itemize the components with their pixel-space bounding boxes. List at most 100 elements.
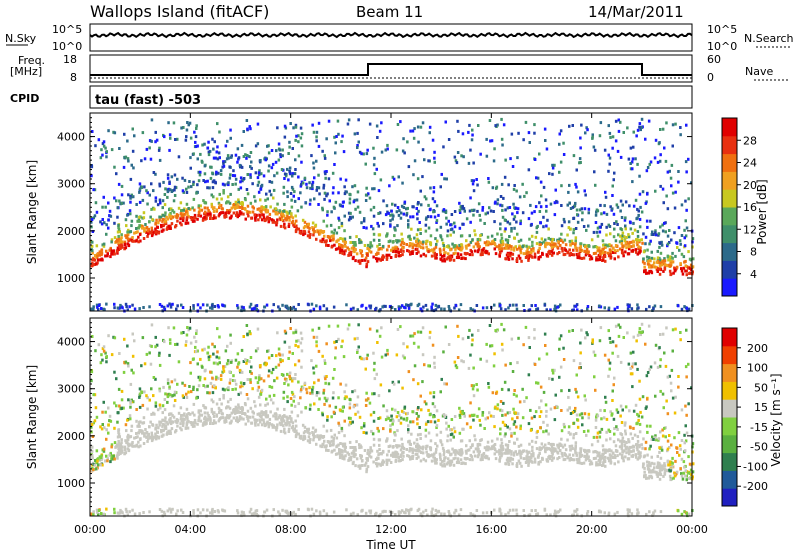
velocity-cell	[290, 426, 294, 430]
velocity-cell	[595, 461, 598, 465]
velocity-cell	[294, 328, 298, 332]
velocity-cell	[416, 417, 419, 421]
power-cell	[268, 189, 271, 193]
power-cell	[225, 211, 229, 214]
power-cell	[309, 186, 312, 190]
power-cell	[294, 138, 297, 142]
power-cell	[323, 234, 326, 238]
power-cell	[327, 177, 331, 181]
power-cell	[378, 238, 381, 242]
power-cell	[369, 241, 372, 245]
velocity-cell	[443, 512, 446, 516]
velocity-cell	[668, 460, 672, 464]
velocity-cell	[400, 509, 404, 513]
velocity-cell	[229, 333, 232, 337]
power-cell	[410, 302, 413, 306]
power-cell	[660, 240, 663, 244]
power-cell	[451, 242, 454, 246]
velocity-cell	[161, 418, 165, 422]
velocity-cell	[378, 334, 382, 338]
velocity-cell	[580, 462, 584, 465]
velocity-cell	[203, 377, 207, 381]
power-cell	[180, 303, 183, 307]
power-cell	[275, 223, 278, 227]
power-cell	[146, 202, 149, 206]
power-cell	[635, 217, 638, 221]
power-cell	[649, 219, 652, 223]
power-cell	[241, 202, 244, 206]
power-cell	[318, 307, 322, 311]
power-cell	[123, 132, 126, 136]
velocity-cell	[568, 453, 571, 457]
velocity-cell	[564, 448, 568, 452]
velocity-cell	[416, 330, 420, 334]
power-cell	[221, 211, 225, 215]
power-cell	[534, 235, 538, 239]
power-cell	[416, 212, 419, 216]
power-cell	[552, 243, 555, 246]
power-cell	[93, 188, 97, 192]
velocity-cell	[650, 461, 654, 465]
velocity-cell	[468, 414, 472, 418]
velocity-cell	[602, 463, 605, 467]
velocity-cell	[368, 401, 372, 405]
power-cell	[101, 258, 104, 262]
power-cell	[135, 203, 138, 206]
power-cell	[567, 190, 570, 194]
power-ytick-label: 3000	[57, 178, 85, 191]
power-cell	[344, 244, 347, 248]
power-cell	[396, 224, 399, 228]
power-cell	[605, 243, 608, 247]
power-cell	[217, 151, 221, 155]
power-cell	[195, 127, 198, 130]
velocity-cell	[515, 394, 518, 398]
velocity-cell	[519, 424, 522, 428]
velocity-cell	[175, 512, 178, 516]
power-cell	[194, 145, 198, 148]
power-cell	[244, 153, 247, 157]
power-cell	[542, 215, 545, 219]
power-cell	[631, 180, 634, 184]
power-cell	[246, 173, 249, 176]
velocity-cell	[132, 371, 135, 375]
power-cell	[469, 240, 473, 244]
power-cell	[609, 135, 612, 139]
velocity-cell	[168, 393, 172, 397]
velocity-cell	[211, 511, 214, 515]
velocity-cell	[379, 463, 382, 467]
velocity-cell	[108, 419, 111, 423]
power-cell	[123, 240, 127, 244]
power-cell	[408, 251, 412, 255]
power-cell	[392, 240, 395, 243]
power-cell	[613, 257, 616, 261]
power-cell	[196, 217, 199, 221]
power-cell	[250, 166, 253, 170]
power-cell	[353, 184, 357, 188]
power-cell	[623, 218, 627, 222]
power-cell	[310, 302, 314, 306]
power-cell	[594, 213, 598, 217]
power-cell	[677, 304, 680, 308]
power-cell	[271, 162, 275, 166]
velocity-cell	[519, 456, 523, 460]
power-cell	[326, 192, 329, 196]
power-cell	[210, 202, 213, 206]
power-cell	[590, 257, 594, 261]
power-cell	[185, 216, 189, 220]
power-cell	[563, 247, 566, 251]
power-cell	[200, 208, 204, 212]
power-cell	[572, 308, 575, 312]
power-cell	[636, 234, 640, 238]
power-cell	[386, 248, 389, 252]
power-cell	[244, 198, 247, 202]
power-cell	[528, 253, 532, 257]
power-cell	[579, 161, 582, 164]
power-cell	[218, 212, 221, 216]
power-cell	[443, 254, 446, 258]
power-cell	[596, 209, 600, 213]
velocity-cell	[228, 413, 232, 417]
power-cell	[518, 246, 521, 250]
velocity-cell	[591, 338, 594, 342]
power-cell	[355, 235, 358, 239]
velocity-cell	[122, 406, 125, 410]
